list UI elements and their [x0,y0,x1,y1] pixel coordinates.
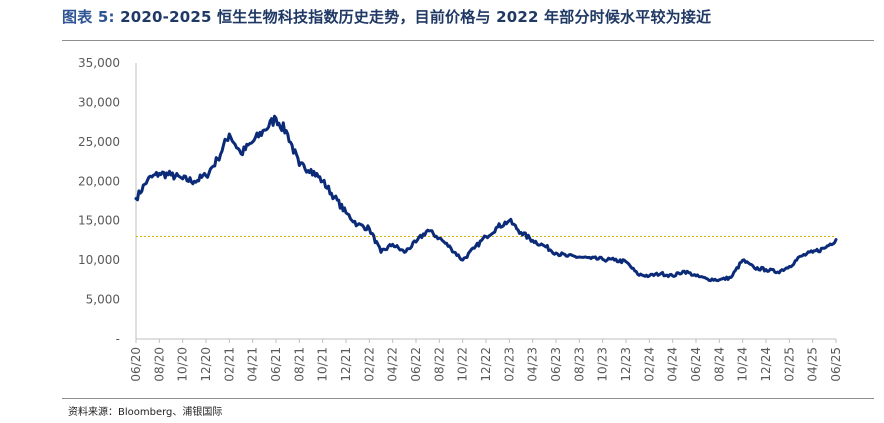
x-tick-label: 08/24 [712,347,726,382]
x-tick-label: 12/22 [479,347,493,382]
x-tick-label: 10/23 [596,347,610,382]
y-tick-label: 30,000 [78,95,120,109]
line-chart: - 5,000 10,000 15,000 20,000 25,000 30,000 35,0… [78,56,843,382]
x-tick-label: 12/23 [619,347,633,382]
x-tick-label: 08/22 [432,347,446,382]
x-tick-label: 06/23 [549,347,563,382]
y-tick-label: 5,000 [86,293,120,307]
x-tick-label: 08/23 [572,347,586,382]
y-tick-label: 25,000 [78,135,120,149]
x-tick-label: 02/22 [362,347,376,382]
y-tick-label: 20,000 [78,174,120,188]
x-tick-label: 10/22 [456,347,470,382]
x-tick-label: 10/20 [176,347,190,382]
figure-label: 图表 5: [62,8,115,26]
bottom-rule [62,398,874,399]
y-tick-label: - [116,332,120,346]
x-axis: 06/20 08/20 10/20 12/20 02/21 04/21 06/21 08/21… [129,338,843,382]
title-text: 2020-2025 恒生生物科技指数历史走势，目前价格与 2022 年部分时候水… [120,8,712,26]
series-layer [134,114,838,283]
x-tick-label: 02/25 [782,347,796,382]
x-tick-label: 12/24 [759,347,773,382]
top-rule [62,40,874,41]
x-tick-label: 04/21 [246,347,260,382]
x-tick-label: 06/25 [829,347,843,382]
x-tick-label: 04/22 [386,347,400,382]
y-axis: - 5,000 10,000 15,000 20,000 25,000 30,000 35,0… [78,56,137,346]
x-tick-label: 06/20 [129,347,143,382]
x-tick-label: 02/24 [642,347,656,382]
y-tick-label: 15,000 [78,214,120,228]
series-line [134,114,838,283]
x-tick-label: 08/21 [292,347,306,382]
x-tick-label: 06/24 [689,347,703,382]
x-tick-label: 02/21 [222,347,236,382]
chart-title: 图表 5: 2020-2025 恒生生物科技指数历史走势，目前价格与 2022 … [62,6,711,27]
x-tick-label: 04/24 [666,347,680,382]
y-tick-label: 10,000 [78,253,120,267]
x-tick-label: 10/21 [316,347,330,382]
x-tick-label: 12/21 [339,347,353,382]
x-tick-label: 06/21 [269,347,283,382]
x-tick-label: 04/25 [806,347,820,382]
x-tick-label: 12/20 [199,347,213,382]
x-tick-label: 08/20 [152,347,166,382]
x-tick-label: 04/23 [526,347,540,382]
x-tick-label: 10/24 [736,347,750,382]
x-tick-label: 06/22 [409,347,423,382]
x-tick-label: 02/23 [502,347,516,382]
source-note: 资料来源：Bloomberg、浦银国际 [68,407,223,418]
y-tick-label: 35,000 [78,56,120,70]
